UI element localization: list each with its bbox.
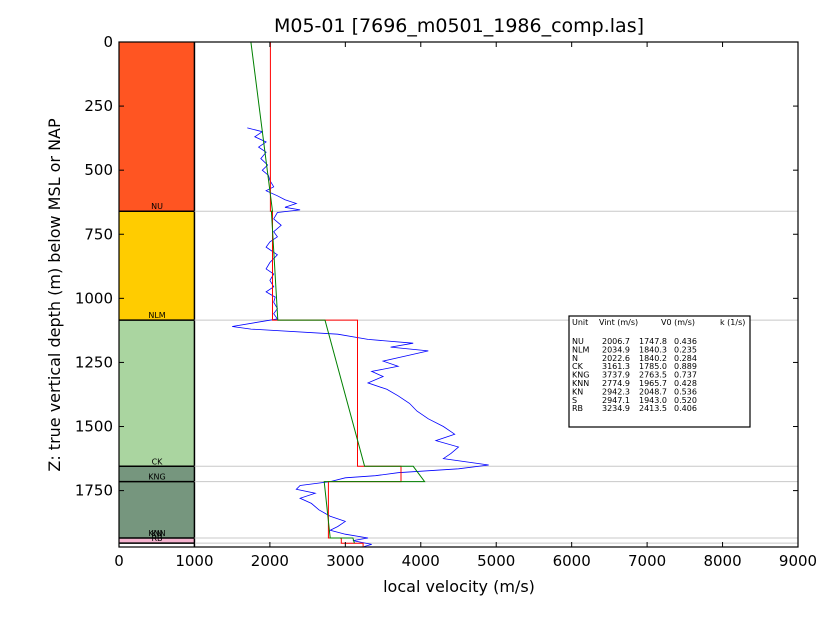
- unit-block-nu: [119, 42, 195, 212]
- table-cell: 1840.3: [639, 345, 667, 354]
- y-tick-label: 500: [84, 161, 113, 179]
- table-cell: S: [572, 396, 577, 405]
- unit-label-ck: CK: [152, 457, 164, 466]
- table-cell: 2022.6: [602, 354, 630, 363]
- unit-block-nlm: [119, 211, 195, 321]
- y-tick-label: 1250: [75, 353, 113, 371]
- y-tick-label: 1750: [75, 482, 113, 500]
- y-tick-label: 750: [84, 225, 113, 243]
- table-cell: 0.428: [674, 379, 697, 388]
- table-cell: 1943.0: [639, 396, 667, 405]
- series-group: [232, 42, 489, 547]
- unit-label-nlm: NLM: [148, 311, 165, 320]
- x-tick-label: 7000: [628, 552, 666, 570]
- table-cell: 2006.7: [602, 337, 630, 346]
- unit-label-nu: NU: [151, 202, 163, 211]
- table-header-cell: V0 (m/s): [661, 318, 695, 327]
- y-axis-title: Z: true vertical depth (m) below MSL or …: [45, 118, 64, 472]
- series-line-0: [232, 127, 489, 547]
- table-cell: 0.284: [674, 354, 697, 363]
- table-cell: KN: [572, 387, 583, 396]
- table-cell: 1965.7: [639, 379, 667, 388]
- x-tick-label: 8000: [703, 552, 741, 570]
- unit-label-kn: KN: [151, 530, 162, 539]
- series-line-2: [250, 42, 426, 544]
- y-tick-label: 1500: [75, 418, 113, 436]
- table-header-cell: Vint (m/s): [599, 318, 638, 327]
- y-tick-label: 0: [103, 33, 113, 51]
- x-tick-label: 2000: [251, 552, 289, 570]
- table-cell: 2048.7: [639, 387, 667, 396]
- table-cell: 2942.3: [602, 387, 630, 396]
- stratigraphy-column: [119, 42, 196, 547]
- table-box: [568, 315, 751, 428]
- x-tick-label: 4000: [402, 552, 440, 570]
- x-tick-label: 3000: [326, 552, 364, 570]
- table-cell: 0.536: [674, 387, 697, 396]
- unit-block-ck: [119, 320, 195, 467]
- unit-block-kng: [119, 466, 195, 482]
- chart-title: M05-01 [7696_m0501_1986_comp.las]: [274, 15, 644, 37]
- table-cell: 2034.9: [602, 345, 630, 354]
- table-cell: 0.406: [674, 404, 697, 413]
- table-cell: 3234.9: [602, 404, 630, 413]
- table-cell: 0.436: [674, 337, 697, 346]
- plot-background: [119, 42, 798, 547]
- table-cell: KNG: [572, 371, 589, 380]
- table-cell: 1840.2: [639, 354, 667, 363]
- unit-label-knn: KNN: [148, 529, 165, 538]
- unit-block-rb: [119, 538, 195, 544]
- table-cell: NU: [572, 337, 584, 346]
- x-tick-label: 6000: [553, 552, 591, 570]
- x-axis-title: local velocity (m/s): [383, 577, 535, 596]
- plot-frame: [118, 41, 799, 548]
- table-cell: 2413.5: [639, 404, 667, 413]
- table-cell: CK: [572, 362, 584, 371]
- table-cell: 3161.3: [602, 362, 630, 371]
- table-cell: 2947.1: [602, 396, 630, 405]
- table-cell: 3737.9: [602, 371, 630, 380]
- table-cell: RB: [572, 404, 583, 413]
- x-tick-label: 1000: [175, 552, 213, 570]
- table-cell: 0.889: [674, 362, 697, 371]
- table-cell: N: [572, 354, 578, 363]
- table-cell: 2774.9: [602, 379, 630, 388]
- table-cell: NLM: [572, 345, 589, 354]
- unit-block-knn: [119, 481, 195, 539]
- table-cell: 0.737: [674, 371, 697, 380]
- table-cell: 0.520: [674, 396, 697, 405]
- unit-label-rb: RB: [151, 534, 162, 543]
- y-tick-label: 1000: [75, 289, 113, 307]
- x-tick-label: 0: [114, 552, 124, 570]
- table-cell: 1747.8: [639, 337, 667, 346]
- table-cell: KNN: [572, 379, 589, 388]
- table-header-cell: k (1/s): [720, 318, 745, 327]
- x-tick-label: 9000: [779, 552, 817, 570]
- y-tick-label: 250: [84, 97, 113, 115]
- unit-label-kng: KNG: [148, 473, 165, 482]
- table-cell: 2763.5: [639, 371, 667, 380]
- table-header-cell: Unit: [572, 318, 588, 327]
- table-cell: 0.235: [674, 345, 697, 354]
- table-cell: 1785.0: [639, 362, 667, 371]
- x-tick-label: 5000: [477, 552, 515, 570]
